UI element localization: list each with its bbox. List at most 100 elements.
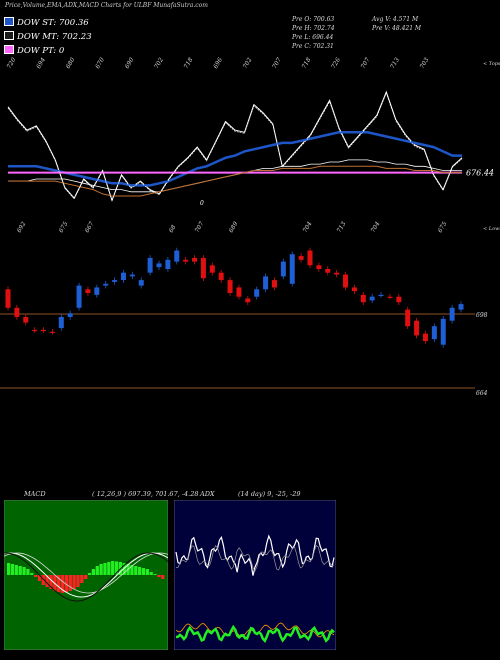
candle-body bbox=[280, 261, 286, 277]
macd-histogram-bar bbox=[18, 566, 22, 575]
adx-chart bbox=[174, 500, 336, 650]
page-title: Price,Volume,EMA,ADX,MACD Charts for ULB… bbox=[5, 2, 208, 9]
ema-series-line bbox=[7, 90, 463, 202]
legend-dow-mt: DOW MT: 702.23 bbox=[4, 31, 92, 45]
macd-histogram-bar bbox=[111, 561, 115, 575]
macd-histogram-bar bbox=[60, 575, 65, 593]
macd-histogram-bar bbox=[26, 569, 30, 575]
macd-histogram-bar bbox=[30, 573, 34, 575]
bottom-tick-label: 667 bbox=[84, 220, 96, 234]
ohlc-open: Pre O: 700.63 bbox=[292, 16, 335, 23]
macd-histogram-bar bbox=[33, 575, 38, 577]
top-tick-label: 718 bbox=[301, 56, 313, 70]
macd-histogram-bar bbox=[14, 565, 18, 575]
macd-histogram-bar bbox=[122, 563, 126, 575]
top-tick-label: 702 bbox=[153, 56, 165, 70]
candle-body bbox=[76, 285, 82, 308]
legend-swatch-mt bbox=[4, 31, 14, 40]
candle-body bbox=[138, 280, 144, 286]
macd-histogram-bar bbox=[149, 572, 153, 575]
candle-body bbox=[396, 296, 402, 303]
macd-histogram-bar bbox=[130, 565, 134, 575]
legend-swatch-st bbox=[4, 17, 14, 26]
ohlc-prev-volume: Pre V: 48.421 M bbox=[372, 25, 422, 32]
macd-params: ( 12,26,9 ) 697.39, 701.67, -4.28 bbox=[92, 490, 199, 498]
macd-histogram-bar bbox=[91, 569, 96, 575]
macd-histogram-bar bbox=[141, 568, 146, 575]
macd-histogram-bar bbox=[95, 566, 99, 575]
candle-body bbox=[227, 280, 233, 293]
top-tick-label: 680 bbox=[65, 56, 77, 70]
candle-body bbox=[378, 294, 384, 297]
macd-histogram-bar bbox=[76, 575, 80, 587]
bottom-tick-label: 713 bbox=[336, 220, 348, 234]
candle-body bbox=[129, 274, 135, 277]
macd-histogram-bar bbox=[68, 575, 72, 591]
legend-label-mt: DOW MT: 702.23 bbox=[17, 32, 92, 42]
candle-body bbox=[369, 296, 375, 301]
macd-dark-line bbox=[4, 552, 168, 602]
candle-body bbox=[405, 309, 411, 327]
legend-dow-st: DOW ST: 700.36 bbox=[4, 17, 89, 31]
tops-label: < Tops bbox=[483, 61, 500, 67]
macd-histogram-bar bbox=[80, 575, 84, 583]
candle-body bbox=[147, 257, 153, 273]
top-tick-label: 707 bbox=[360, 56, 372, 70]
macd-histogram-bar bbox=[87, 573, 92, 575]
bottom-tick-label: 675 bbox=[437, 220, 449, 234]
candle-body bbox=[360, 294, 366, 303]
bottom-tick-label: 704 bbox=[370, 220, 382, 234]
candle-body bbox=[14, 307, 20, 317]
candle-body bbox=[67, 313, 73, 317]
legend-swatch-pt bbox=[4, 45, 14, 54]
ohlc-close: Pre C: 702.31 bbox=[292, 43, 334, 50]
bottom-tick-label: 704 bbox=[302, 220, 314, 234]
candle-body bbox=[165, 259, 171, 269]
candle-body bbox=[174, 250, 180, 262]
ema-series-line bbox=[8, 131, 462, 187]
macd-histogram-bar bbox=[10, 564, 15, 575]
adx-params: (14 day) 9, -25, -29 bbox=[238, 490, 301, 498]
macd-histogram-bar bbox=[84, 575, 88, 579]
legend-label-pt: DOW PT: 0 bbox=[17, 46, 65, 56]
candle-body bbox=[94, 287, 100, 295]
candle-body bbox=[156, 263, 162, 268]
candle-body bbox=[112, 280, 118, 282]
adx-green-line bbox=[175, 624, 335, 643]
candle-body bbox=[32, 329, 38, 332]
candle-body bbox=[343, 274, 349, 288]
candle-body bbox=[449, 307, 455, 321]
candle-body bbox=[85, 289, 91, 293]
macd-histogram-bar bbox=[99, 564, 103, 575]
macd-histogram-bar bbox=[45, 575, 49, 587]
top-tick-label: 707 bbox=[271, 56, 283, 70]
candle-body bbox=[307, 250, 313, 266]
candle-body bbox=[351, 287, 357, 292]
top-tick-label: 713 bbox=[389, 56, 401, 70]
candle-body bbox=[422, 333, 428, 341]
ohlc-high: Pre H: 702.74 bbox=[292, 25, 335, 32]
macd-histogram-bar bbox=[157, 575, 161, 577]
macd-histogram-bar bbox=[138, 567, 142, 575]
ohlc-avg-volume: Avg V: 4.571 M bbox=[372, 16, 419, 23]
candle-body bbox=[458, 304, 464, 310]
macd-histogram-bar bbox=[161, 575, 165, 579]
macd-histogram-bar bbox=[114, 561, 119, 575]
macd-signal-line bbox=[4, 552, 168, 594]
adx-di-minus-line bbox=[175, 544, 335, 572]
candle-body bbox=[218, 272, 224, 281]
ohlc-low: Pre L: 696.44 bbox=[292, 34, 334, 41]
macd-histogram-bar bbox=[145, 569, 149, 575]
candle-body bbox=[192, 257, 198, 262]
candle-body bbox=[200, 257, 206, 279]
macd-histogram-bar bbox=[22, 567, 26, 575]
candle-body bbox=[103, 283, 109, 286]
price-envelope-line bbox=[7, 92, 463, 202]
candle-body bbox=[209, 265, 215, 273]
macd-histogram-bar bbox=[64, 575, 69, 592]
price-label-lower: 664 bbox=[476, 390, 488, 397]
candle-body bbox=[263, 276, 269, 290]
top-tick-label: 703 bbox=[419, 56, 431, 70]
macd-histogram-bar bbox=[134, 566, 138, 575]
top-tick-label: 696 bbox=[212, 56, 224, 70]
